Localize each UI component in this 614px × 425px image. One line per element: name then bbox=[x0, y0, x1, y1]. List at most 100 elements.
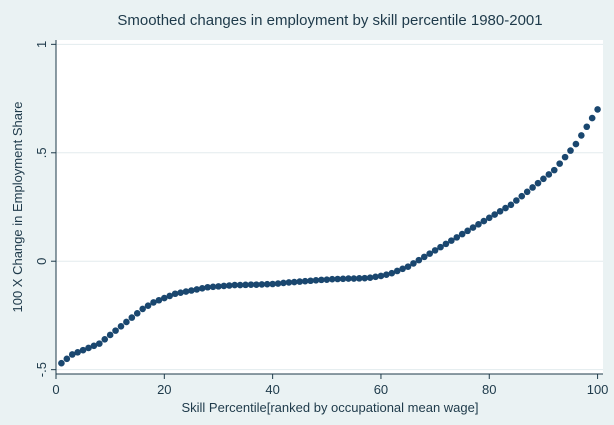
data-point bbox=[128, 314, 136, 321]
data-point bbox=[442, 240, 450, 248]
data-point bbox=[475, 221, 482, 228]
data-point bbox=[496, 208, 504, 215]
data-point bbox=[318, 276, 325, 284]
data-point bbox=[507, 201, 515, 209]
y-tick-label: 1 bbox=[34, 41, 49, 48]
data-point bbox=[68, 351, 76, 358]
data-point bbox=[556, 160, 563, 167]
data-point bbox=[366, 274, 374, 282]
data-point bbox=[85, 344, 92, 352]
data-point bbox=[112, 327, 119, 334]
data-point bbox=[350, 275, 358, 282]
x-tick-label: 100 bbox=[587, 382, 609, 397]
data-point bbox=[253, 281, 260, 288]
data-point bbox=[361, 274, 369, 282]
data-point bbox=[469, 224, 477, 231]
data-point bbox=[63, 355, 71, 363]
data-point bbox=[139, 305, 146, 313]
data-point bbox=[561, 153, 569, 161]
data-point bbox=[301, 277, 309, 285]
plot-area bbox=[56, 40, 603, 374]
y-tick-label: 0 bbox=[34, 258, 49, 265]
data-point bbox=[523, 188, 531, 196]
data-point bbox=[534, 179, 542, 187]
data-point bbox=[307, 277, 314, 285]
data-point bbox=[415, 256, 423, 264]
y-tick-label: -.5 bbox=[34, 362, 49, 377]
data-point bbox=[150, 299, 157, 306]
data-point bbox=[334, 275, 341, 283]
data-point bbox=[388, 269, 396, 277]
data-point bbox=[464, 227, 471, 235]
data-point bbox=[502, 204, 509, 212]
data-point bbox=[328, 275, 336, 283]
data-point bbox=[540, 175, 547, 183]
data-point bbox=[545, 171, 553, 178]
x-tick-label: 0 bbox=[52, 382, 59, 397]
data-point bbox=[567, 147, 574, 154]
data-point bbox=[578, 132, 585, 139]
data-point bbox=[144, 302, 152, 309]
data-point bbox=[594, 106, 601, 113]
data-point bbox=[220, 282, 228, 290]
x-tick-label: 60 bbox=[374, 382, 388, 397]
data-point bbox=[274, 280, 282, 287]
data-point bbox=[155, 296, 163, 304]
x-tick-label: 40 bbox=[265, 382, 279, 397]
data-point bbox=[204, 283, 211, 291]
data-point bbox=[399, 265, 406, 273]
data-point bbox=[269, 280, 276, 288]
data-point bbox=[448, 237, 455, 244]
data-point bbox=[177, 289, 184, 296]
data-point bbox=[258, 281, 266, 288]
data-point bbox=[117, 322, 125, 330]
data-point bbox=[583, 123, 591, 131]
data-point bbox=[518, 192, 526, 200]
data-point bbox=[345, 275, 352, 282]
data-point bbox=[188, 287, 195, 294]
data-point bbox=[296, 278, 304, 285]
data-point bbox=[123, 318, 130, 326]
data-point bbox=[96, 340, 103, 347]
data-point bbox=[79, 346, 87, 354]
gridlines bbox=[56, 43, 603, 371]
data-point bbox=[453, 234, 461, 241]
tick-labels: -.50.510 20 40 60 80 100 bbox=[34, 41, 608, 397]
data-point bbox=[339, 275, 347, 283]
data-point bbox=[231, 281, 239, 289]
data-point bbox=[550, 166, 558, 174]
data-point bbox=[280, 279, 287, 287]
data-point bbox=[491, 211, 498, 218]
data-point bbox=[323, 276, 331, 283]
data-point bbox=[182, 288, 190, 295]
data-point bbox=[404, 263, 412, 270]
data-point bbox=[372, 273, 379, 281]
data-point bbox=[74, 349, 81, 356]
data-point bbox=[480, 217, 488, 225]
data-point bbox=[209, 283, 217, 291]
data-point bbox=[101, 335, 109, 343]
data-point bbox=[242, 281, 249, 289]
x-tick-label: 80 bbox=[482, 382, 496, 397]
data-point bbox=[393, 267, 401, 275]
data-point bbox=[355, 275, 363, 282]
data-point bbox=[285, 279, 293, 286]
data-point bbox=[458, 230, 466, 238]
data-point bbox=[529, 184, 536, 191]
data-point bbox=[58, 359, 65, 367]
data-point bbox=[161, 294, 168, 302]
data-point bbox=[263, 280, 271, 288]
data-points bbox=[58, 106, 601, 367]
data-point bbox=[410, 260, 417, 267]
data-point bbox=[588, 114, 596, 122]
data-point bbox=[226, 282, 233, 289]
data-point bbox=[290, 278, 298, 286]
data-point bbox=[106, 331, 114, 339]
data-point bbox=[247, 281, 255, 288]
y-tick-label: .5 bbox=[34, 147, 49, 158]
data-point bbox=[198, 285, 206, 292]
data-point bbox=[485, 214, 493, 222]
data-point bbox=[383, 271, 390, 278]
data-point bbox=[572, 140, 580, 148]
